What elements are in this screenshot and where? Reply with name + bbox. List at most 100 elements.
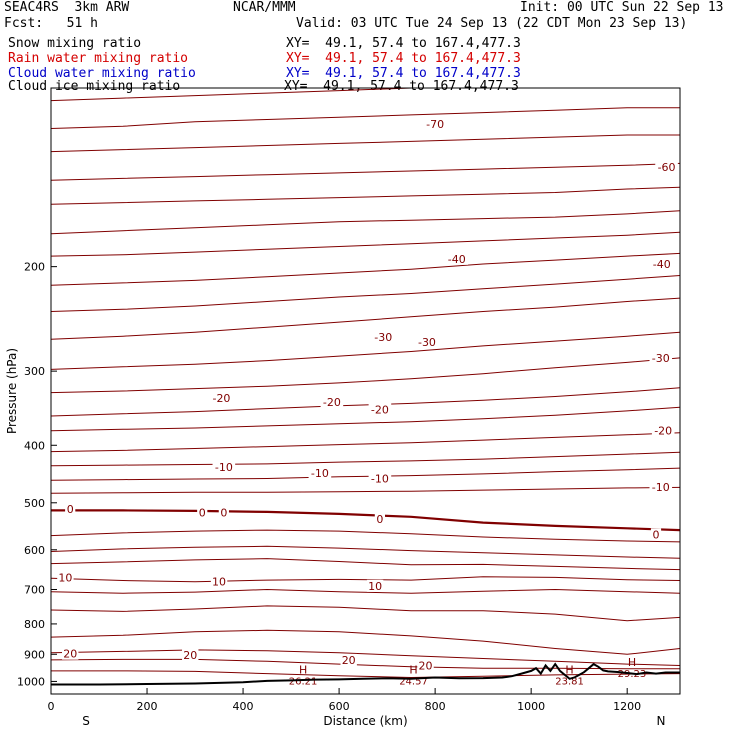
y-tick-label-1: 300 (24, 365, 45, 378)
y-tick-label-2: 400 (24, 439, 45, 452)
contour-line-24 (50, 605, 681, 622)
contour-line-22 (50, 576, 681, 583)
y-tick-label-3: 500 (24, 497, 45, 510)
high-value-1: 24.57 (399, 677, 428, 688)
legend-snow-label: Snow mixing ratio (8, 36, 142, 51)
contour-label-26: 20 (419, 659, 433, 672)
x-tick-label-2: 400 (233, 700, 254, 713)
contour-label-bg-3 (650, 258, 674, 271)
contour-label-bg-8 (320, 395, 344, 408)
contour-line-27 (50, 658, 680, 670)
x-tick-label-6: 1200 (613, 700, 641, 713)
contour-label-bg-26 (417, 659, 434, 672)
contour-label-6: -30 (652, 352, 670, 365)
y-tick-label-4: 600 (24, 544, 45, 557)
x-tick-label-1: 200 (137, 700, 158, 713)
high-value-2: 23.81 (555, 677, 584, 688)
legend-rain-xy: XY= 49.1, 57.4 to 167.4,477.3 (286, 51, 521, 66)
x-tick-label-0: 0 (48, 700, 55, 713)
contour-label-bg-14 (649, 480, 673, 493)
legend-cloudice-label: Cloud ice mixing ratio (8, 79, 181, 94)
contour-label-4: -30 (374, 331, 392, 344)
contour-label-12: -10 (311, 467, 329, 480)
contour-line-3 (50, 162, 681, 181)
model-title: SEAC4RS 3km ARW (4, 0, 130, 15)
contour-label-bg-21 (210, 575, 228, 588)
contour-line-23 (50, 588, 681, 594)
contour-line-28 (51, 670, 681, 679)
x-tick-label-4: 800 (425, 700, 446, 713)
valid-time: Valid: 03 UTC Tue 24 Sep 13 (22 CDT Mon … (296, 16, 688, 31)
contour-label-8: -20 (323, 396, 341, 409)
south-label: S (82, 714, 90, 728)
contour-label-17: 0 (220, 506, 227, 519)
contour-label-bg-0 (423, 118, 447, 131)
contour-line-9 (50, 297, 681, 340)
contour-label-bg-13 (368, 472, 392, 485)
agency-label: NCAR/MMM (233, 0, 296, 15)
contour-line-8 (50, 275, 681, 312)
contour-label-21: 10 (212, 575, 226, 588)
contour-label-bg-11 (212, 460, 236, 473)
high-marker-1: H (409, 664, 417, 677)
contour-label-25: 20 (342, 654, 356, 667)
high-marker-2: H (565, 664, 573, 677)
y-axis-title: Pressure (hPa) (5, 348, 19, 434)
y-tick-label-7: 900 (24, 648, 45, 661)
contour-label-16: 0 (199, 506, 206, 519)
forecast-hour: Fcst: 51 h (4, 16, 98, 31)
y-tick-label-5: 700 (24, 584, 45, 597)
contour-line-11 (50, 357, 681, 394)
contour-label-19: 0 (652, 528, 659, 541)
contour-label-14: -10 (652, 481, 670, 494)
legend-cloudwater-label: Cloud water mixing ratio (8, 66, 196, 81)
contour-line-6 (50, 231, 681, 257)
contour-label-bg-2 (445, 252, 469, 265)
contour-line-21 (50, 558, 681, 571)
contour-label-bg-9 (368, 403, 392, 416)
high-marker-3: H (628, 656, 636, 669)
contour-line-18 (51, 509, 681, 532)
contour-line-10 (50, 331, 681, 370)
contour-label-bg-17 (218, 506, 229, 519)
high-value-0: 26.21 (289, 677, 318, 688)
contour-label-bg-24 (182, 648, 199, 661)
contour-label-bg-6 (649, 351, 673, 364)
north-label: N (657, 714, 666, 728)
contour-line-4 (50, 186, 681, 205)
high-value-3: 29.23 (618, 669, 647, 680)
contour-label-bg-19 (650, 528, 662, 541)
contour-line-16 (50, 467, 681, 481)
contour-label-13: -10 (371, 472, 389, 485)
contour-label-7: -20 (212, 392, 230, 405)
contour-line-7 (50, 252, 681, 286)
x-axis-title: Distance (km) (323, 714, 407, 728)
contour-label-bg-7 (210, 392, 233, 405)
contour-line-25 (50, 629, 681, 655)
contour-label-bg-18 (374, 512, 386, 525)
contour-line-1 (50, 107, 680, 129)
contour-label-1: -60 (658, 161, 676, 174)
x-tick-label-5: 1000 (517, 700, 545, 713)
contour-label-bg-12 (308, 466, 332, 479)
contour-line-26 (50, 649, 681, 666)
contour-line-13 (50, 406, 681, 432)
legend-snow-xy: XY= 49.1, 57.4 to 167.4,477.3 (286, 36, 521, 51)
init-time: Init: 00 UTC Sun 22 Sep 13 (520, 0, 724, 15)
contour-label-bg-22 (366, 579, 384, 592)
contour-line-14 (50, 432, 681, 453)
legend-cloudwater-xy: XY= 49.1, 57.4 to 167.4,477.3 (286, 66, 521, 81)
x-tick-label-3: 600 (329, 700, 350, 713)
contour-line-17 (50, 486, 681, 494)
contour-label-10: -20 (654, 425, 672, 438)
contour-label-5: -30 (418, 336, 436, 349)
contour-line-2 (50, 134, 680, 153)
contour-label-bg-15 (65, 502, 76, 515)
contour-label-2: -40 (448, 253, 466, 266)
contour-label-bg-16 (197, 506, 208, 519)
contour-label-bg-5 (415, 336, 439, 349)
contour-label-22: 10 (368, 580, 382, 593)
contour-label-bg-10 (651, 424, 675, 437)
